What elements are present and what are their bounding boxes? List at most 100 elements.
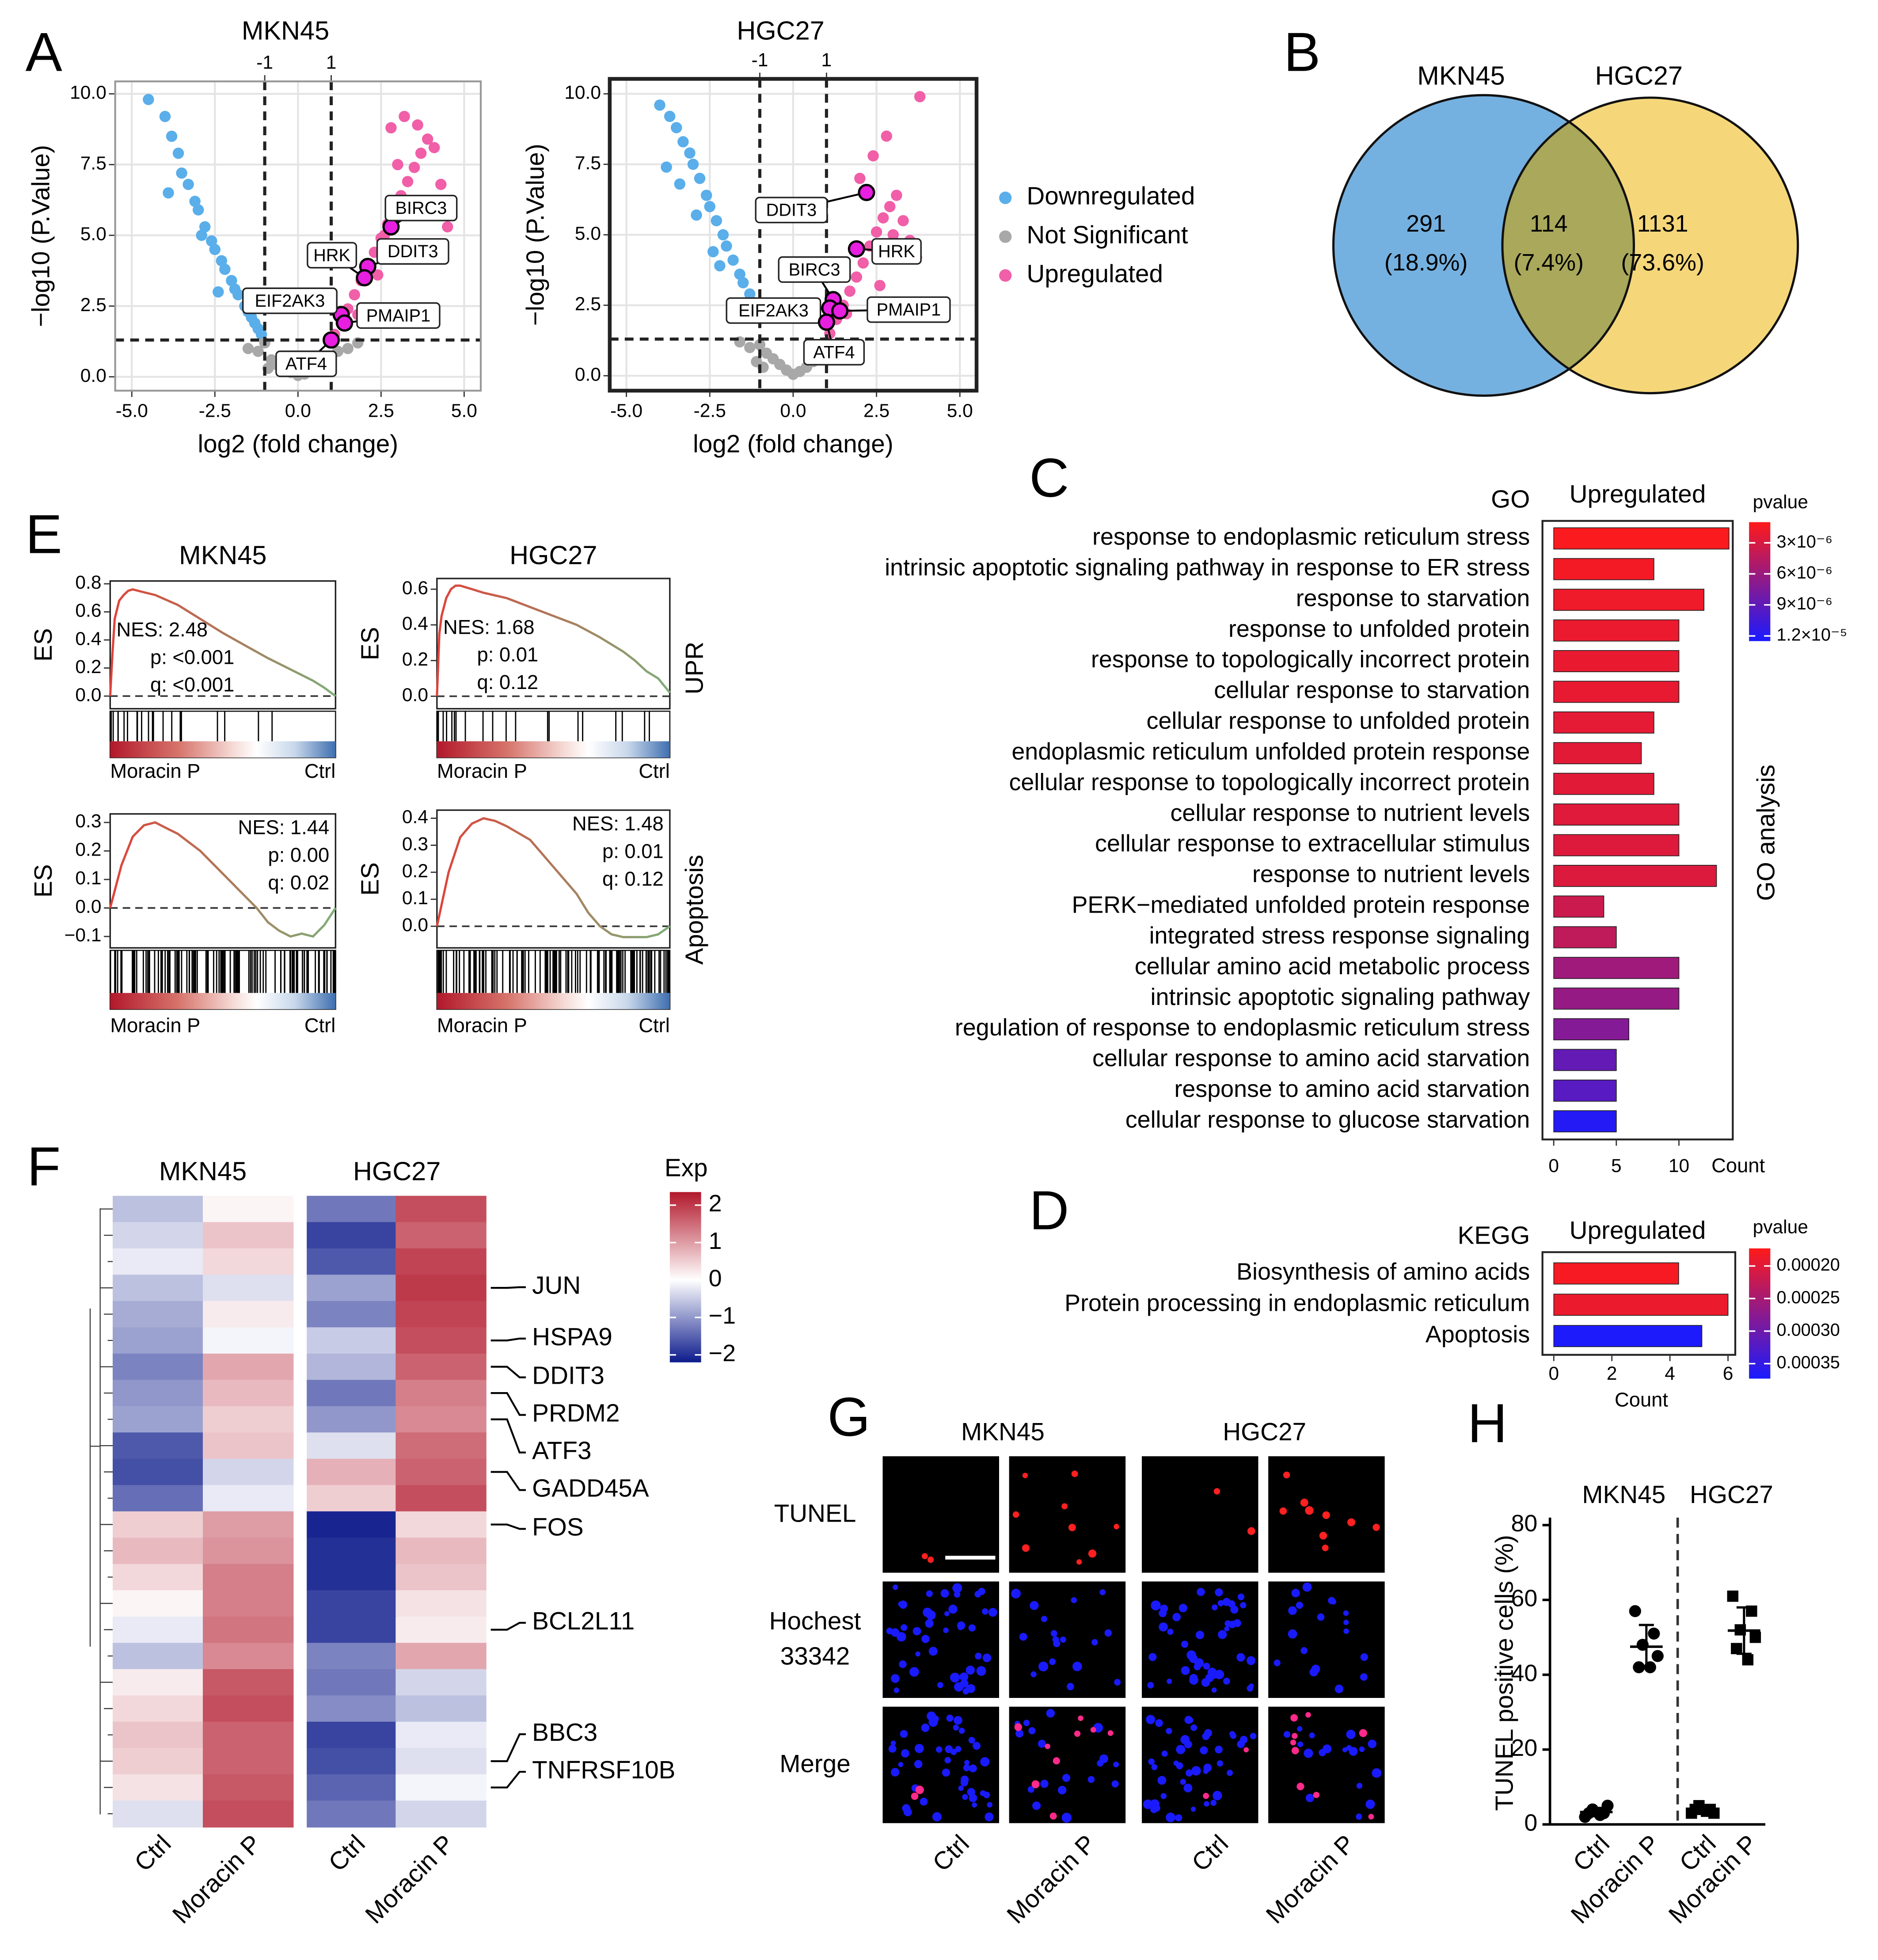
- y-axis-label: TUNEL positive cells (%): [1490, 1535, 1518, 1811]
- annotation-label: ATF4: [285, 354, 327, 374]
- nucleus: [1208, 1669, 1218, 1679]
- nucleus: [964, 1760, 970, 1766]
- stat-label: q: 0.12: [477, 671, 539, 693]
- chart-title: GO: [1491, 485, 1530, 513]
- nucleus: [1061, 1812, 1072, 1823]
- nucleus: [920, 1797, 928, 1806]
- nucleus: [982, 1608, 988, 1615]
- nucleus: [948, 1605, 958, 1614]
- heat-cell: [113, 1380, 204, 1407]
- point: [428, 142, 440, 153]
- y-tick-label: 0.1: [75, 868, 101, 889]
- group-label: Moracin P: [437, 1014, 527, 1036]
- colorbar-title: pvalue: [1753, 492, 1808, 513]
- y-tick-label: 80: [1511, 1510, 1537, 1537]
- heat-cell: [113, 1248, 204, 1275]
- y-axis-label: −log10 (P.Value): [27, 145, 55, 327]
- y-tick-label: 10.0: [564, 83, 601, 103]
- heat-cell: [203, 1721, 294, 1749]
- panel-label: C: [1029, 447, 1069, 509]
- heat-cell: [203, 1669, 294, 1696]
- nucleus: [1283, 1731, 1291, 1738]
- nucleus: [1049, 1658, 1056, 1665]
- nucleus: [1360, 1653, 1368, 1661]
- bar: [1553, 864, 1717, 887]
- nucleus: [1247, 1656, 1256, 1665]
- category-label: cellular response to topologically incor…: [1009, 769, 1530, 795]
- highlight-point: [356, 269, 373, 287]
- nucleus: [952, 1583, 962, 1593]
- heat-cell: [203, 1590, 294, 1617]
- annotation-box: [242, 287, 338, 314]
- y-tick-label: 7.5: [575, 153, 601, 174]
- annotation-label: DDIT3: [388, 242, 438, 261]
- apoptotic-cell: [1368, 1814, 1374, 1820]
- point: [664, 110, 676, 122]
- annotation-box: [356, 302, 441, 329]
- category-label: cellular response to extracellular stimu…: [1095, 830, 1530, 857]
- colorbar-tick-label: 1.2×10⁻⁵: [1776, 625, 1847, 644]
- point: [661, 161, 672, 173]
- apoptotic-cell: [1022, 1544, 1030, 1552]
- nucleus: [1191, 1766, 1201, 1776]
- stat-label: q: 0.02: [268, 871, 330, 894]
- nucleus: [1342, 1747, 1348, 1753]
- nucleus: [1323, 1744, 1332, 1754]
- heat-cell: [203, 1327, 294, 1355]
- nucleus: [1161, 1751, 1168, 1757]
- micrograph: [1009, 1456, 1126, 1573]
- y-tick-label: 0.0: [75, 685, 101, 705]
- point: [674, 178, 686, 190]
- point: [349, 289, 360, 301]
- plot-frame: [1541, 520, 1734, 1141]
- nucleus: [1046, 1709, 1055, 1718]
- bar: [1553, 681, 1680, 703]
- nucleus: [1172, 1613, 1181, 1621]
- y-axis-label: ES: [30, 864, 57, 898]
- nucleus: [1155, 1719, 1163, 1727]
- apoptotic-cell: [1247, 1527, 1255, 1535]
- point: [442, 221, 453, 233]
- apoptotic-cell: [1014, 1723, 1022, 1731]
- label-connector: [490, 1418, 526, 1454]
- colorbar-tick-label: 1: [709, 1228, 722, 1254]
- panel-label: G: [828, 1386, 871, 1448]
- panel-label: B: [1284, 21, 1320, 83]
- heat-cell: [395, 1800, 487, 1828]
- nucleus: [1072, 1661, 1082, 1671]
- nucleus: [1071, 1597, 1077, 1603]
- nucleus: [962, 1794, 968, 1800]
- row-label: TUNEL: [774, 1499, 856, 1527]
- nucleus: [1011, 1588, 1021, 1598]
- point: [219, 263, 231, 275]
- category-label: response to nutrient levels: [1252, 861, 1530, 887]
- heat-cell: [395, 1301, 487, 1328]
- stat-label: p: 0.01: [602, 840, 664, 862]
- nucleus: [958, 1785, 964, 1791]
- nucleus: [1176, 1745, 1186, 1754]
- point: [891, 190, 902, 201]
- point: [874, 280, 886, 291]
- row-label: Hochest: [769, 1607, 861, 1635]
- nucleus: [1148, 1758, 1155, 1765]
- point: [677, 136, 689, 148]
- nucleus: [914, 1743, 924, 1753]
- colorbar-tick-label: −1: [709, 1302, 736, 1329]
- colorbar: [669, 1192, 701, 1362]
- point: [734, 268, 745, 280]
- nucleus: [925, 1619, 934, 1628]
- heat-cell: [113, 1564, 204, 1591]
- nucleus: [940, 1589, 949, 1598]
- category-label: response to unfolded protein: [1228, 616, 1530, 642]
- plot-background: [436, 578, 671, 710]
- rank-gradient: [110, 993, 336, 1009]
- point: [694, 172, 706, 184]
- nucleus: [1359, 1746, 1365, 1752]
- legend-swatch: [999, 230, 1012, 243]
- colorbar-title: pvalue: [1753, 1217, 1808, 1238]
- nucleus: [958, 1728, 965, 1734]
- heat-cell: [113, 1301, 204, 1328]
- heat-cell: [307, 1748, 398, 1775]
- y-tick-label: 0.6: [75, 601, 101, 621]
